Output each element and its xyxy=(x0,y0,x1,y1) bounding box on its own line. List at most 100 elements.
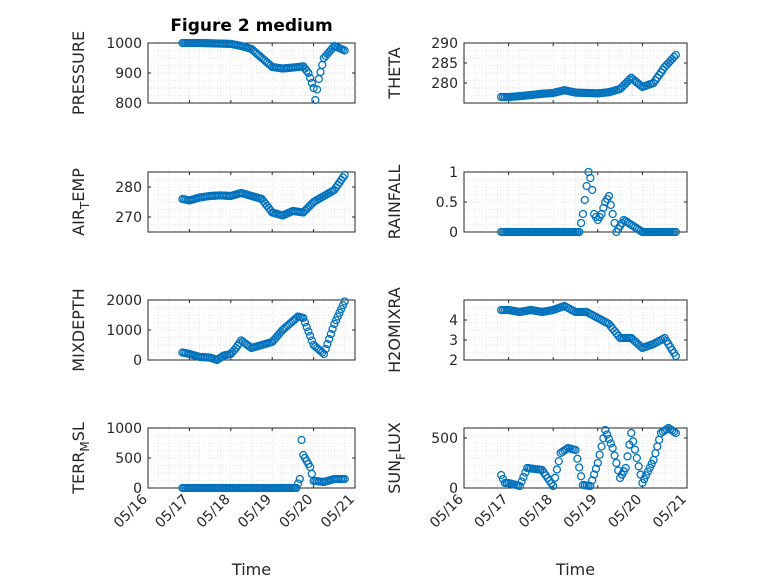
y-tick-label: 0 xyxy=(449,225,458,241)
data-point xyxy=(628,437,638,446)
y-tick-label: 500 xyxy=(431,431,458,447)
data-point xyxy=(640,475,649,484)
data-point xyxy=(586,173,595,183)
data-point xyxy=(638,478,647,488)
x-tick-label: 05/20 xyxy=(605,492,645,532)
data-point xyxy=(304,327,313,336)
data-point xyxy=(328,324,337,334)
data-point xyxy=(595,450,604,459)
data-point xyxy=(601,425,610,435)
data-point xyxy=(302,322,311,332)
y-tick-label: 0 xyxy=(133,353,142,369)
data-point xyxy=(671,428,680,438)
data-point xyxy=(647,459,656,468)
data-point xyxy=(627,428,636,438)
subplot-sun-flux: 0 500 05/16 05/17 05/18 05/19 05/20 05/21 Time SU… xyxy=(385,422,690,579)
data-point xyxy=(293,479,303,488)
data-point xyxy=(323,339,332,349)
data-point xyxy=(588,185,597,195)
data-point xyxy=(576,472,586,481)
x-axis-label: Time xyxy=(555,560,595,579)
axes-box xyxy=(463,427,688,489)
y-tick-label: 3 xyxy=(449,333,458,349)
y-tick-label: 2000 xyxy=(106,293,142,309)
axes-box xyxy=(147,299,356,361)
data-point xyxy=(304,68,313,78)
y-tick-label: 285 xyxy=(431,56,458,72)
data-point xyxy=(625,75,634,84)
data-point xyxy=(575,463,584,472)
y-tick-label: 1000 xyxy=(106,323,142,339)
data-point xyxy=(593,458,602,468)
data-point xyxy=(319,349,329,359)
subplot-rainfall: 0 0.5 1 RAINFALL xyxy=(385,165,688,241)
x-tick-label: 05/21 xyxy=(650,492,690,532)
series-markers xyxy=(497,301,680,361)
data-point xyxy=(604,191,614,201)
series-markers xyxy=(178,38,349,105)
data-point xyxy=(671,227,680,237)
data-point xyxy=(669,52,679,62)
data-point xyxy=(602,430,612,439)
data-point xyxy=(340,474,349,484)
y-axis-label: H2OMIXRA xyxy=(385,287,404,373)
x-tick-label: 05/16 xyxy=(427,491,467,531)
data-point xyxy=(575,227,584,237)
data-point xyxy=(606,200,615,210)
data-point xyxy=(589,470,599,479)
series-markers xyxy=(497,167,680,237)
data-point xyxy=(297,435,306,445)
data-point xyxy=(645,463,654,472)
data-point xyxy=(632,453,641,463)
series-markers xyxy=(178,435,349,493)
data-point xyxy=(305,73,315,83)
data-point xyxy=(582,181,591,191)
axes-box xyxy=(463,299,688,361)
y-tick-label: 1 xyxy=(449,165,458,181)
grid-lines xyxy=(463,428,688,488)
data-point xyxy=(580,195,589,205)
data-point xyxy=(497,470,506,480)
data-point xyxy=(299,313,308,323)
series-markers xyxy=(497,423,680,491)
data-point xyxy=(621,463,630,473)
x-tick-label: 05/17 xyxy=(152,492,192,532)
y-tick-label: 900 xyxy=(115,66,142,82)
x-tick-label: 05/17 xyxy=(472,492,512,532)
data-point xyxy=(340,297,349,306)
y-tick-label: 2 xyxy=(449,353,458,369)
data-point xyxy=(340,170,349,180)
y-tick-label: 1000 xyxy=(106,421,142,437)
x-tick-label: 05/20 xyxy=(277,492,317,532)
grid-lines xyxy=(147,172,356,232)
data-point xyxy=(606,439,615,448)
axes-box xyxy=(147,42,356,104)
grid-lines xyxy=(463,172,688,232)
data-point xyxy=(578,209,588,219)
axes-box xyxy=(147,171,356,233)
y-tick-label: 1000 xyxy=(106,36,142,52)
data-point xyxy=(307,336,317,345)
data-point xyxy=(573,454,582,463)
x-tick-label: 05/19 xyxy=(235,492,275,532)
y-tick-label: 280 xyxy=(115,180,142,196)
data-point xyxy=(623,452,632,461)
data-point xyxy=(662,425,671,434)
data-point xyxy=(340,46,349,55)
data-point xyxy=(588,476,597,485)
data-point xyxy=(517,477,526,486)
subplot-theta: 280 285 290 THETA xyxy=(385,36,688,104)
x-tick-label: 05/19 xyxy=(561,492,601,532)
y-tick-label: 4 xyxy=(449,313,458,329)
subplot-pressure: 800 900 1000 PRESSURE Figure 2 medium xyxy=(69,16,356,115)
data-point xyxy=(671,351,680,361)
subplot-air-temp: 270 280 AIRTEMP xyxy=(69,168,356,236)
chart-title: Figure 2 medium xyxy=(170,16,332,36)
subplot-h2omixra: 2 3 4 H2OMIXRA xyxy=(385,287,688,373)
data-point xyxy=(324,334,334,344)
data-point xyxy=(302,66,311,75)
y-axis-label: AIRTEMP xyxy=(69,168,92,236)
y-axis-label: MIXDEPTH xyxy=(69,288,88,371)
data-point xyxy=(576,218,586,228)
axes-box xyxy=(463,42,688,104)
